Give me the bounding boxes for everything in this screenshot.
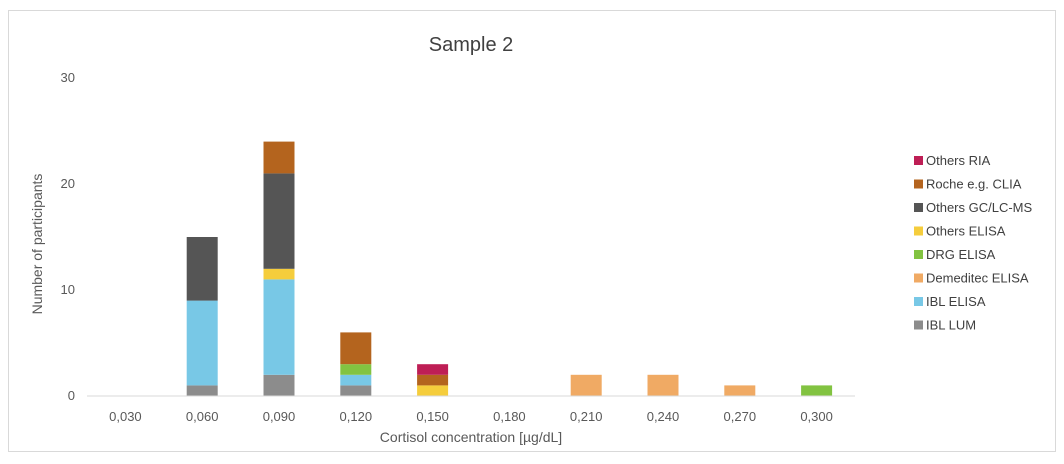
bars	[186, 141, 833, 396]
legend-label: Others GC/LC-MS	[926, 200, 1033, 215]
bar-segment	[724, 385, 756, 396]
legend-label: Roche e.g. CLIA	[926, 177, 1022, 192]
legend-swatch	[914, 203, 923, 212]
x-tick-label: 0,210	[570, 409, 603, 424]
bar-segment	[263, 141, 295, 174]
legend-label: IBL LUM	[926, 318, 976, 333]
bar-segment	[340, 364, 372, 375]
legend-swatch	[914, 179, 923, 189]
bar-segment	[417, 364, 449, 375]
chart-title: Sample 2	[429, 34, 514, 56]
stacked-bar-chart: Sample 2 Number of participants Cortisol…	[29, 34, 1033, 445]
x-tick-label: 0,030	[109, 409, 142, 424]
legend-swatch	[914, 226, 923, 236]
bar-segment	[340, 374, 372, 386]
x-tick-label: 0,270	[724, 409, 757, 424]
x-tick-label: 0,120	[340, 409, 373, 424]
x-tick-label: 0,090	[263, 409, 296, 424]
x-tick-label: 0,180	[493, 409, 526, 424]
chart-frame: Sample 2 Number of participants Cortisol…	[8, 10, 1056, 452]
legend-label: DRG ELISA	[926, 247, 996, 262]
y-tick-label: 10	[61, 282, 75, 297]
x-tick-label: 0,300	[800, 409, 833, 424]
y-axis-label: Number of participants	[29, 174, 45, 315]
legend-label: Demeditec ELISA	[926, 271, 1029, 286]
bar-segment	[417, 374, 449, 386]
legend-swatch	[914, 250, 923, 259]
bar-segment	[570, 374, 602, 396]
x-tick-label: 0,060	[186, 409, 219, 424]
x-tick-labels: 0,030 0,060 0,090 0,120 0,150 0,180 0,210 0,240…	[109, 409, 833, 424]
bar-segment	[263, 374, 295, 396]
y-tick-label: 20	[61, 176, 75, 191]
legend-swatch	[914, 273, 923, 283]
y-tick-label: 0	[68, 388, 75, 403]
bar-segment	[647, 374, 679, 396]
bar-segment	[263, 268, 295, 280]
bar-segment	[186, 237, 218, 301]
bar-segment	[186, 300, 218, 386]
y-tick-label: 30	[61, 70, 75, 85]
bar-segment	[340, 332, 372, 365]
legend-swatch	[914, 297, 923, 306]
y-tick-labels: 0 10 20 30	[61, 70, 75, 403]
bar-segment	[186, 385, 218, 396]
x-axis-label: Cortisol concentration [µg/dL]	[380, 429, 562, 445]
bar-segment	[417, 385, 449, 396]
legend-swatch	[914, 156, 923, 165]
bar-segment	[263, 279, 295, 375]
bar-segment	[263, 173, 295, 269]
x-tick-label: 0,150	[416, 409, 449, 424]
legend-label: Others ELISA	[926, 224, 1006, 239]
bar-segment	[801, 385, 833, 396]
legend: Others RIA Roche e.g. CLIA Others GC/LC-MS…	[914, 153, 1033, 333]
bar-segment	[340, 385, 372, 396]
legend-swatch	[914, 320, 923, 330]
legend-label: Others RIA	[926, 153, 991, 168]
legend-label: IBL ELISA	[926, 294, 986, 309]
x-tick-label: 0,240	[647, 409, 680, 424]
